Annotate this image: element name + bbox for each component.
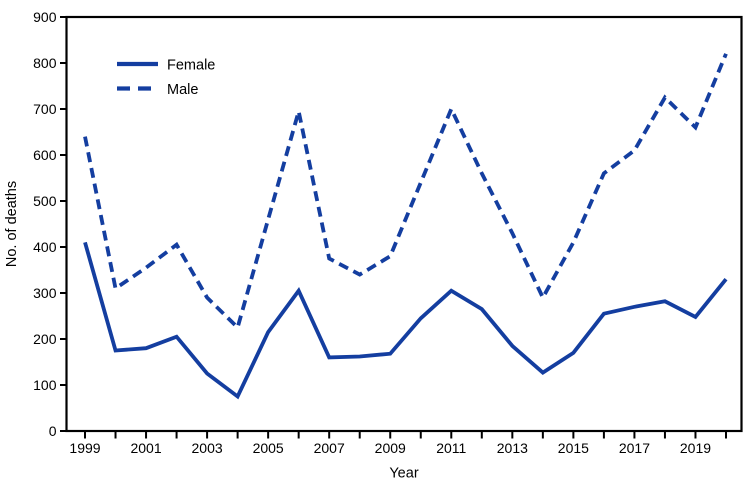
male-line	[83, 53, 728, 332]
x-tick-label: 2019	[680, 440, 711, 456]
y-axis-title: No. of deaths	[4, 181, 20, 267]
y-tick-label: 300	[33, 285, 57, 301]
x-axis-ticks: 1999 2001 2003 2005 2007 2009 2011 2013 2015 2017…	[69, 432, 727, 456]
y-tick-label: 500	[33, 193, 57, 209]
x-tick-label: 2011	[436, 440, 466, 456]
y-tick-label: 900	[33, 9, 57, 25]
x-tick-label: 2017	[619, 440, 650, 456]
x-axis-title: Year	[389, 466, 418, 482]
x-tick-label: 2015	[558, 440, 589, 456]
y-tick-label: 0	[49, 423, 57, 439]
y-tick-label: 600	[33, 147, 57, 163]
x-tick-label: 2013	[497, 440, 528, 456]
y-tick-label: 200	[33, 331, 57, 347]
legend-male-label: Male	[167, 82, 198, 98]
legend: Female Male	[117, 58, 215, 98]
x-tick-label: 2009	[375, 440, 406, 456]
y-axis-ticks: 0 100 200 300 400 500 600 700 800 900	[33, 9, 67, 439]
x-tick-label: 2005	[253, 440, 284, 456]
x-tick-label: 2003	[192, 440, 223, 456]
x-tick-label: 2001	[130, 440, 161, 456]
x-tick-label: 1999	[69, 440, 100, 456]
x-tick-label: 2007	[314, 440, 345, 456]
data-series-lines	[83, 53, 728, 400]
y-tick-label: 400	[33, 239, 57, 255]
y-tick-label: 100	[33, 377, 57, 393]
female-line	[83, 241, 728, 400]
plot-frame	[65, 15, 743, 433]
y-tick-label: 800	[33, 55, 57, 71]
y-tick-label: 700	[33, 101, 57, 117]
legend-female-label: Female	[167, 58, 215, 74]
